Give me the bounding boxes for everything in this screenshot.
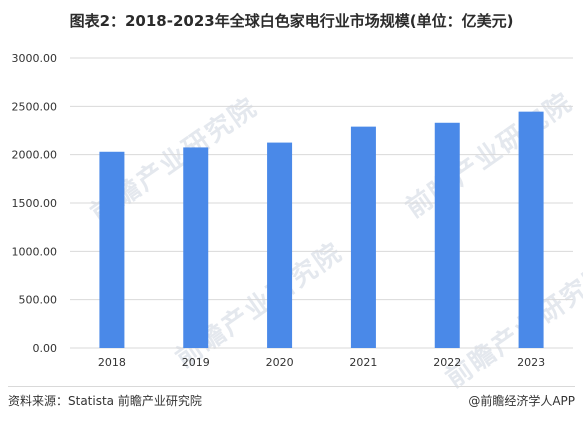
y-tick-label: 3000.00 [12, 52, 58, 65]
x-tick-label: 2022 [433, 356, 461, 369]
x-tick-label: 2019 [182, 356, 210, 369]
y-tick-label: 0.00 [33, 342, 58, 355]
bar-2023 [518, 111, 544, 349]
source-note: 资料来源：Statista 前瞻产业研究院 [8, 394, 202, 408]
y-tick-label: 2500.00 [12, 100, 58, 113]
chart-title: 图表2：2018-2023年全球白色家电行业市场规模(单位：亿美元) [69, 12, 514, 30]
y-tick-label: 1000.00 [12, 245, 58, 258]
bar-2020 [267, 142, 293, 348]
credit-note: @前瞻经济学人APP [468, 394, 575, 408]
y-tick-label: 500.00 [19, 294, 58, 307]
x-tick-label: 2020 [266, 356, 294, 369]
bar-2018 [99, 151, 125, 348]
bar-2022 [434, 122, 460, 349]
footer-divider [8, 386, 575, 387]
x-tick-label: 2021 [349, 356, 377, 369]
y-tick-label: 1500.00 [12, 197, 58, 210]
bar-2019 [183, 147, 209, 348]
bar-2021 [350, 126, 376, 348]
x-tick-label: 2018 [98, 356, 126, 369]
y-tick-label: 2000.00 [12, 149, 58, 162]
x-tick-label: 2023 [517, 356, 545, 369]
